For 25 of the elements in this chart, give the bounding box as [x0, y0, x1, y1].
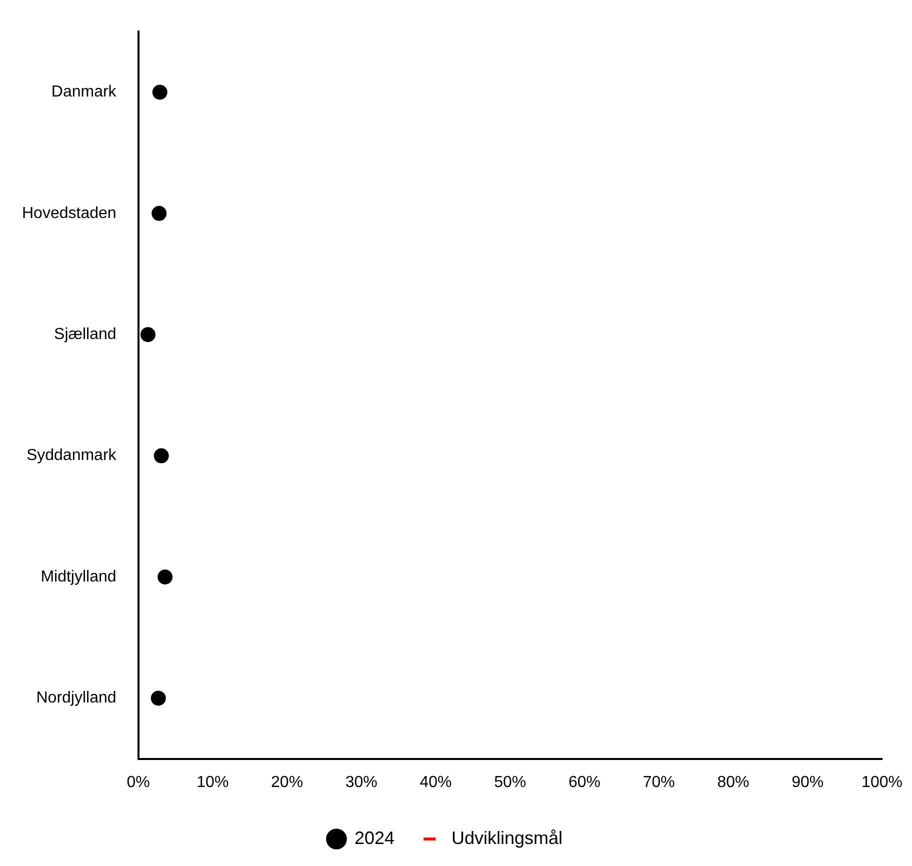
y-tick-label: Hovedstaden [22, 204, 116, 222]
x-tick-label: 60% [568, 774, 601, 791]
y-tick-label: Syddanmark [26, 447, 118, 464]
legend-label: 2024 [354, 828, 395, 848]
x-tick-label: 30% [345, 774, 378, 791]
point [158, 570, 173, 584]
legend-label: Udviklingsmål [452, 828, 563, 848]
x-tick-label: 40% [420, 774, 452, 791]
x-tick-label: 100% [862, 774, 902, 791]
x-tick-label: 70% [642, 774, 675, 791]
x-tick-label: 10% [196, 774, 229, 791]
y-tick-label: Sjælland [54, 326, 116, 344]
x-tick-label: 50% [494, 774, 526, 791]
point [140, 327, 156, 342]
x-tick-label: 20% [271, 774, 304, 791]
x-tick-label: 0% [126, 774, 150, 791]
y-tick-label: Midtjylland [40, 568, 116, 586]
x-tick-label: 90% [792, 774, 824, 791]
point [152, 84, 168, 100]
point [152, 206, 167, 221]
y-tick-label: Nordjylland [36, 690, 116, 707]
y-tick-label: Danmark [51, 84, 118, 101]
x-tick-label: 80% [717, 774, 750, 791]
point [154, 448, 169, 464]
point [150, 690, 166, 706]
